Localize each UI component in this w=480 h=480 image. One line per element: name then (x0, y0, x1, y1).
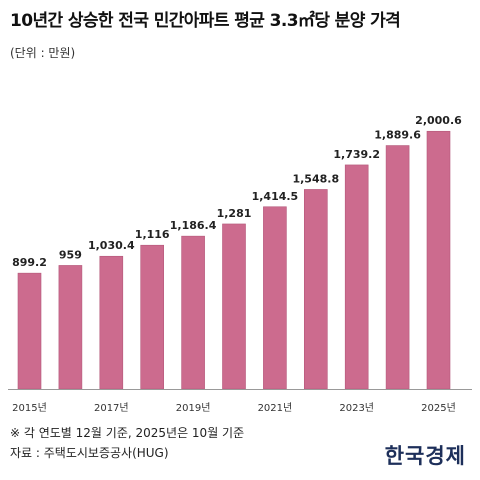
data-label-2015: 899.2 (12, 256, 47, 269)
publisher-logo: 한국경제 (384, 443, 466, 468)
x-tick-2019: 2019년 (176, 402, 211, 414)
bar-2022 (303, 189, 328, 390)
bar-2016 (58, 265, 83, 390)
x-tick-2025: 2025년 (421, 402, 456, 414)
x-tick-2015: 2015년 (12, 402, 47, 414)
unit-label: (단위 : 만원) (10, 46, 76, 60)
data-label-2025: 2,000.6 (415, 114, 462, 127)
data-label-2017: 1,030.4 (88, 239, 135, 252)
data-label-2021: 1,414.5 (252, 190, 299, 203)
bar-2025 (426, 130, 451, 390)
data-label-2024: 1,889.6 (374, 129, 421, 142)
x-tick-2023: 2023년 (339, 402, 374, 414)
bar-2021 (263, 206, 287, 390)
bar-2023 (344, 164, 369, 390)
x-tick-2021: 2021년 (258, 402, 293, 414)
x-tick-2017: 2017년 (94, 402, 129, 414)
bar-2015 (17, 272, 42, 390)
bar-2020 (222, 223, 246, 390)
bar-2018 (140, 244, 164, 390)
data-label-2019: 1,186.4 (170, 219, 217, 232)
data-label-2020: 1,281 (217, 207, 252, 220)
bar-2017 (99, 255, 124, 390)
bar-2024 (385, 145, 410, 390)
data-label-2022: 1,548.8 (292, 172, 339, 185)
chart-title: 10년간 상승한 전국 민간아파트 평균 3.3㎡당 분양 가격 (10, 11, 401, 31)
data-label-2016: 959 (59, 248, 82, 261)
footnote: ※ 각 연도별 12월 기준, 2025년은 10월 기준 (10, 426, 245, 440)
data-label-2023: 1,739.2 (333, 148, 380, 161)
source-note: 자료 : 주택도시보증공사(HUG) (10, 446, 169, 460)
bar-2019 (181, 235, 205, 390)
data-label-2018: 1,116 (135, 228, 170, 241)
